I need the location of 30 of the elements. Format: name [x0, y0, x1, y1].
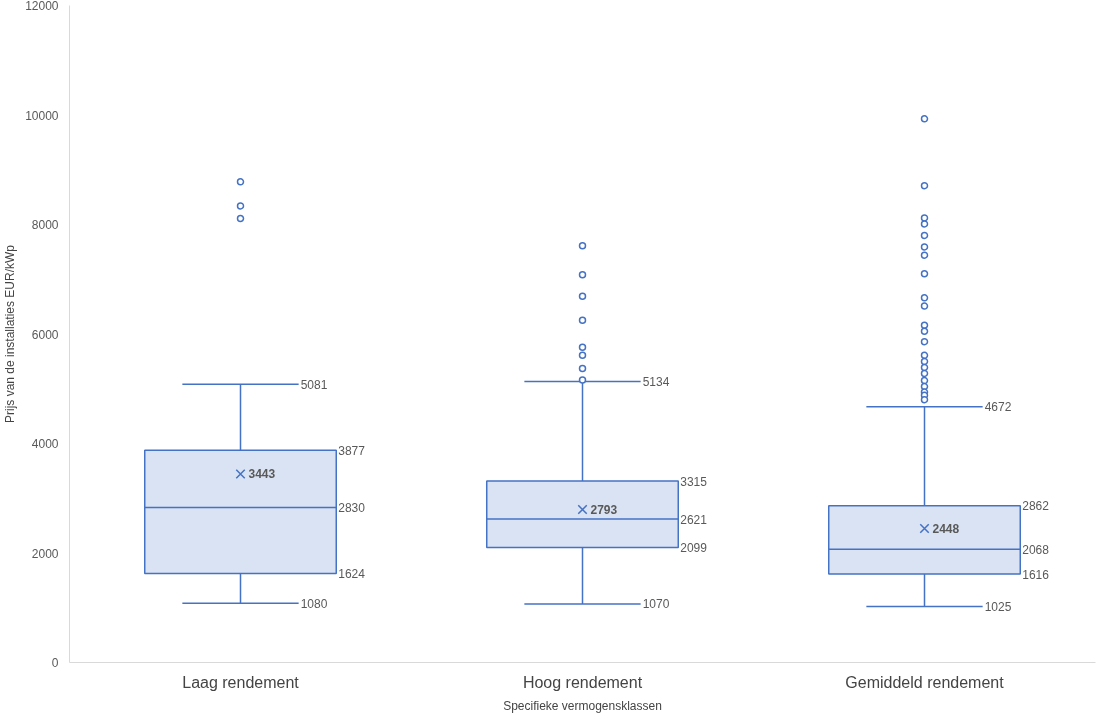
annotation: 2068 — [1022, 542, 1050, 557]
annotation: 2621 — [680, 512, 708, 527]
x-tick-label: Gemiddeld rendement — [845, 673, 1005, 691]
annotation: 3877 — [338, 443, 366, 458]
annotation: 4672 — [984, 400, 1012, 415]
y-tick-label: 2000 — [31, 546, 59, 561]
annotation: 2830 — [338, 501, 366, 516]
annotation: 1080 — [300, 596, 328, 611]
annotation: 1025 — [984, 599, 1012, 614]
x-tick-label: Laag rendement — [182, 673, 300, 691]
x-axis-title: Specifieke vermogensklassen — [503, 698, 662, 713]
y-tick-label: 10000 — [25, 108, 59, 123]
annotation: 3443 — [248, 467, 276, 482]
x-tick-label: Hoog rendement — [522, 673, 643, 691]
annotation: 1616 — [1022, 567, 1050, 582]
annotation: 5134 — [642, 374, 670, 389]
y-tick-label: 4000 — [31, 437, 59, 451]
y-tick-label: 0 — [51, 656, 59, 670]
annotation: 2862 — [1022, 499, 1050, 514]
y-tick-label: 6000 — [31, 327, 59, 342]
annotation: 2448 — [932, 521, 960, 536]
annotation: 2793 — [590, 503, 618, 518]
annotation: 1070 — [642, 597, 670, 612]
y-tick-label: 8000 — [31, 218, 59, 232]
annotation: 5081 — [300, 377, 328, 392]
y-tick-label: 12000 — [25, 0, 59, 13]
annotation: 1624 — [338, 567, 366, 582]
y-axis-title: Prijs van de installaties EUR/kWp — [3, 244, 18, 424]
annotation: 3315 — [680, 474, 708, 489]
annotation: 2099 — [680, 541, 708, 556]
